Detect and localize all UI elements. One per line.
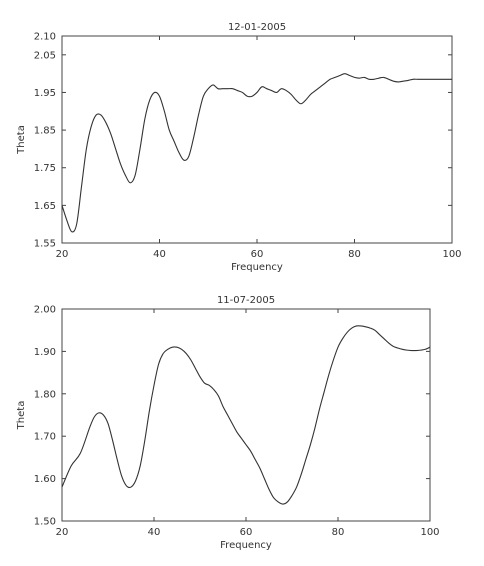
y-tick-label: 2.10 [34,32,56,43]
x-tick-label: 40 [148,527,161,538]
y-tick-label: 1.90 [34,347,56,358]
y-axis-label: Theta [16,401,27,431]
x-axis-label: Frequency [231,262,283,273]
series-line-1 [61,325,431,505]
x-tick-label: 20 [56,249,69,260]
x-tick-label: 100 [442,249,461,260]
y-tick-label: 2.05 [34,50,56,61]
series-line-1 [61,73,452,233]
plot-frame [61,308,431,522]
chart-panel-2: 20 40 60 80 100 1.50 1.60 1.70 1.80 1.90 2.00 11-07… [16,295,440,551]
y-tick-label: 1.55 [34,239,56,250]
x-tick-label: 80 [332,527,345,538]
x-tick-label: 60 [240,527,253,538]
y-tick-label: 1.85 [34,126,56,137]
x-axis-label: Frequency [220,540,272,551]
y-tick-label: 1.95 [34,88,56,99]
y-tick-label: 1.80 [34,389,56,400]
y-axis-label: Theta [16,125,27,155]
x-tick-label: 20 [56,527,69,538]
y-tick-label: 2.00 [34,305,56,316]
y-tick-label: 1.50 [34,517,56,528]
y-tick-label: 1.70 [34,432,56,443]
x-tick-label: 80 [348,249,361,260]
plot-frame [61,35,453,244]
x-tick-label: 60 [251,249,264,260]
chart-title: 12-01-2005 [228,22,286,33]
x-tick-label: 40 [153,249,166,260]
x-tick-label: 100 [420,527,439,538]
chart-title: 11-07-2005 [217,295,275,306]
y-tick-label: 1.75 [34,163,56,174]
y-tick-label: 1.65 [34,201,56,212]
y-tick-label: 1.60 [34,474,56,485]
chart-panel-1: 20 40 60 80 100 1.55 1.65 1.75 1.85 1.95 2.05 2.10 1… [16,22,462,273]
